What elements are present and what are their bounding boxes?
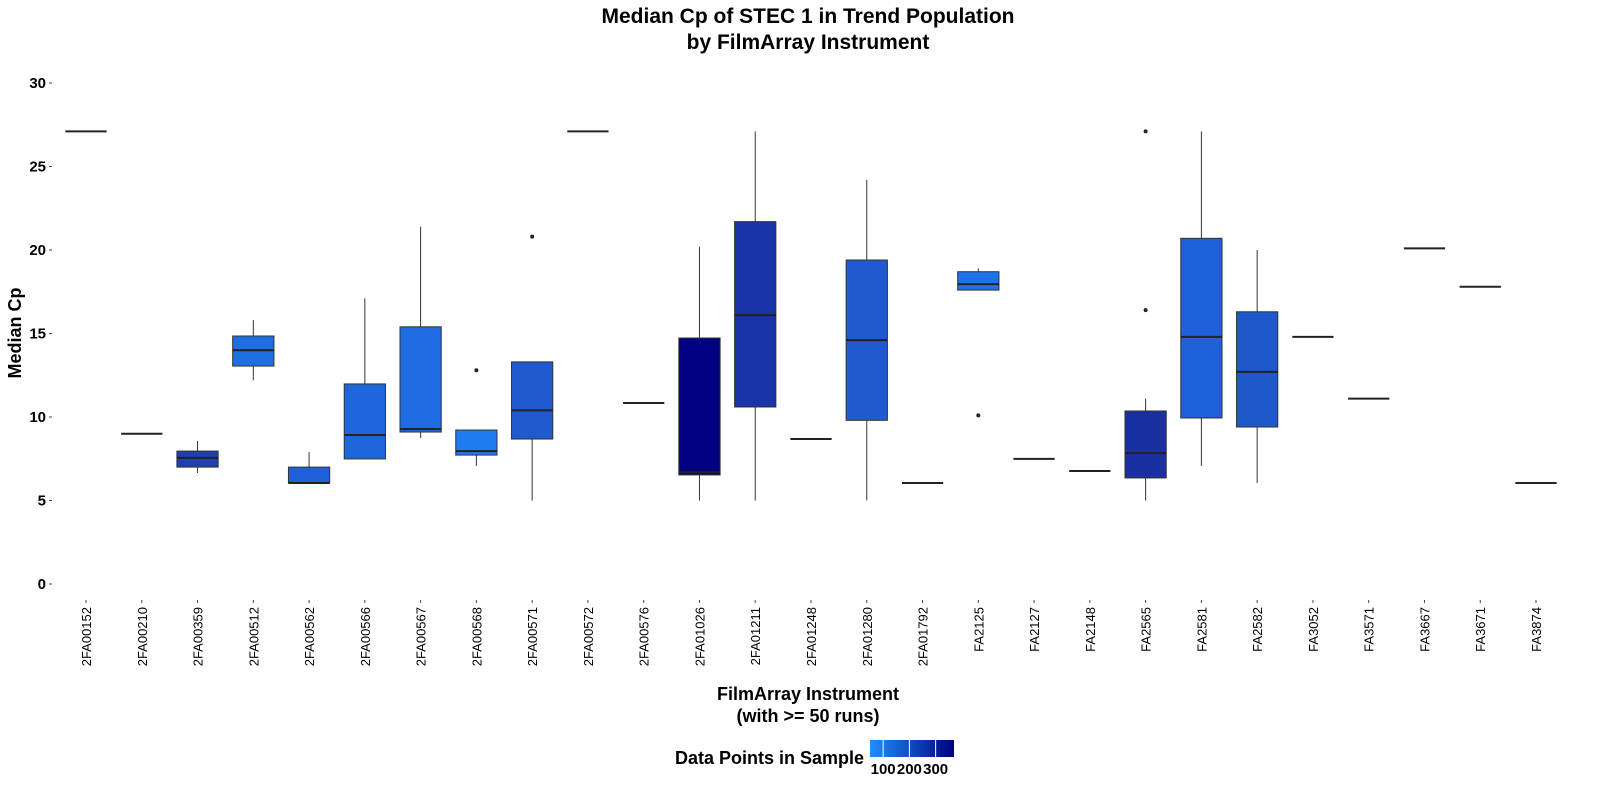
x-tick-label: 2FA01248 [804,607,819,666]
box [1236,311,1279,428]
box [678,337,721,476]
box [176,450,219,468]
chart-title: by FilmArray Instrument [687,31,930,54]
x-tick-label: 2FA00571 [525,607,540,666]
box [287,466,331,484]
x-tick-label: FA3874 [1529,607,1544,652]
y-tick-label: 30 [29,75,46,92]
box [957,271,1000,291]
x-tick-label: 2FA00512 [246,607,261,666]
x-tick-label: FA3571 [1362,607,1377,652]
x-axis-title: FilmArray Instrument [717,684,899,704]
x-tick-label: FA3667 [1417,607,1432,652]
y-tick-label: 15 [29,326,46,343]
x-tick-label: FA2125 [971,607,986,652]
x-tick-label: FA2565 [1139,607,1154,652]
x-tick-label: FA3671 [1473,607,1488,652]
outlier [530,234,535,239]
x-tick-label: 2FA00562 [302,607,317,666]
x-tick-label: FA2582 [1250,607,1265,652]
outlier [474,368,479,373]
y-axis-title: Median Cp [5,287,25,378]
x-tick-label: 2FA01026 [692,607,707,666]
x-tick-label: FA2581 [1194,607,1209,652]
outlier [1143,308,1148,313]
x-tick-label: 2FA01792 [916,607,931,666]
box [1124,410,1167,479]
x-tick-label: FA2148 [1083,607,1098,652]
outlier [976,413,981,418]
x-tick-label: 2FA00152 [79,607,94,666]
x-tick-label: 2FA00210 [135,607,150,666]
x-tick-label: 2FA00572 [581,607,596,666]
outlier [1143,129,1148,134]
y-tick-label: 25 [29,159,46,176]
box [399,326,442,433]
y-tick-label: 0 [38,576,46,593]
y-tick-label: 20 [29,242,46,259]
y-tick-label: 5 [38,493,46,510]
box [1180,237,1223,419]
x-tick-label: 2FA00576 [637,607,652,666]
legend-title: Data Points in Sample [675,748,864,768]
x-tick-label: FA2127 [1027,607,1042,652]
x-tick-label: 2FA00566 [358,607,373,666]
colorbar-tick-label: 200 [897,761,922,778]
x-tick-label: 2FA00359 [191,607,206,666]
x-tick-label: FA3052 [1306,607,1321,652]
chart-title: Median Cp of STEC 1 in Trend Population [601,5,1014,28]
colorbar-tick-label: 100 [871,761,896,778]
x-tick-label: 2FA00567 [414,607,429,666]
y-tick-label: 10 [29,409,46,426]
x-axis-title: (with >= 50 runs) [736,706,879,726]
colorbar-tick-label: 300 [923,761,948,778]
x-tick-label: 2FA00568 [469,607,484,666]
box [343,383,386,460]
x-tick-label: 2FA01280 [860,607,875,666]
colorbar [870,740,954,757]
box [511,361,554,440]
x-tick-label: 2FA01211 [748,607,763,665]
